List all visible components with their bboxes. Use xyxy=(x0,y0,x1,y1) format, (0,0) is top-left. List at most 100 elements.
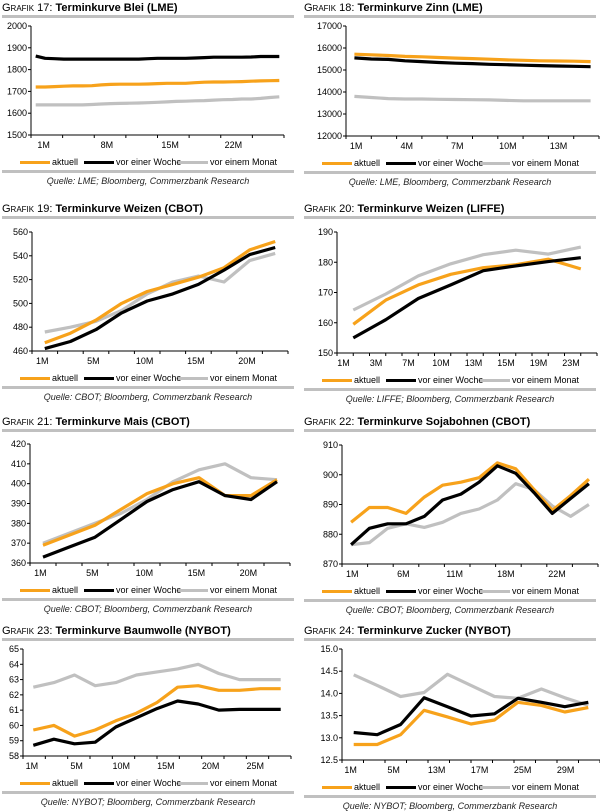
y-tick-label: 15000 xyxy=(317,65,342,75)
legend-item-woche: vor einer Woche xyxy=(84,157,181,167)
title-divider xyxy=(304,216,596,219)
legend-swatch xyxy=(178,781,208,785)
chart-number: Grafik 17: xyxy=(2,2,56,14)
y-tick-label: 190 xyxy=(318,227,333,237)
x-tick-label: 10M xyxy=(136,356,154,366)
x-tick-label: 20M xyxy=(202,761,220,771)
legend-swatch xyxy=(322,589,352,593)
title-divider xyxy=(2,216,294,219)
legend-swatch xyxy=(178,376,208,380)
y-tick-label: 370 xyxy=(11,538,26,548)
x-tick-label: 13M xyxy=(465,358,483,368)
legend-swatch xyxy=(178,588,208,592)
y-tick-label: 63 xyxy=(9,675,19,685)
chart-title-text: Terminkurve Weizen (CBOT) xyxy=(55,203,204,215)
legend-swatch xyxy=(20,588,50,592)
chart-source: Quelle: NYBOT; Bloomberg, Commerzbank Re… xyxy=(40,797,256,807)
chart-title-text: Terminkurve Zucker (NYBOT) xyxy=(357,625,511,637)
series-line-monat xyxy=(350,482,590,547)
chart-number: Grafik 22: xyxy=(304,416,358,428)
line-chart: 58 59 60 61 62 63 64 65 1M 5M 10M 15M 20M 25M xyxy=(9,644,292,771)
series-line-aktuell xyxy=(35,78,280,89)
title-divider xyxy=(2,638,294,641)
y-tick-label: 16000 xyxy=(317,43,342,53)
legend-label: aktuell xyxy=(354,375,381,385)
series-line-aktuell xyxy=(352,257,582,326)
y-tick-label: 13000 xyxy=(317,109,342,119)
x-tick-label: 13M xyxy=(550,141,568,151)
legend-item-aktuell: aktuell xyxy=(322,375,380,385)
y-tick-label: 160 xyxy=(318,318,333,328)
x-tick-label: 7M xyxy=(402,358,415,368)
chart-legend: aktuell vor einer Woche vor einem Monat xyxy=(2,373,294,385)
legend-divider xyxy=(2,386,294,389)
legend-item-aktuell: aktuell xyxy=(322,158,380,168)
legend-item-monat: vor einem Monat xyxy=(480,586,579,596)
legend-item-aktuell: aktuell xyxy=(20,585,78,595)
x-tick-label: 10M xyxy=(136,568,154,578)
legend-item-woche: vor einer Woche xyxy=(84,373,181,383)
legend-swatch xyxy=(386,378,416,382)
y-tick-label: 870 xyxy=(323,559,338,569)
chart-number: Grafik 23: xyxy=(2,625,56,637)
chart-number: Grafik 18: xyxy=(304,2,358,14)
y-tick-label: 64 xyxy=(9,659,19,669)
series-line-monat xyxy=(354,94,591,103)
chart-title: Grafik 22: Terminkurve Sojabohnen (CBOT) xyxy=(304,416,530,428)
y-tick-label: 1600 xyxy=(7,108,27,118)
legend-item-monat: vor einem Monat xyxy=(178,157,277,167)
chart-number: Grafik 20: xyxy=(304,203,358,215)
title-divider xyxy=(304,638,596,641)
chart-source: Quelle: LIFFE; Bloomberg, Commerzbank Re… xyxy=(345,394,555,404)
legend-label: aktuell xyxy=(354,782,381,792)
legend-divider xyxy=(304,795,596,798)
chart-title: Grafik 19: Terminkurve Weizen (CBOT) xyxy=(2,203,203,215)
legend-item-monat: vor einem Monat xyxy=(480,782,579,792)
line-chart: 360 370 380 390 400 410 420 1M 5M 10M 15M 20M xyxy=(11,439,291,578)
title-divider xyxy=(2,429,294,432)
chart-legend: aktuell vor einer Woche vor einem Monat xyxy=(2,157,294,169)
y-tick-label: 520 xyxy=(13,275,28,285)
x-tick-label: 11M xyxy=(446,569,463,579)
legend-label: vor einer Woche xyxy=(116,778,182,788)
legend-label: aktuell xyxy=(354,586,381,596)
chart-title: Grafik 21: Terminkurve Mais (CBOT) xyxy=(2,416,190,428)
x-tick-label: 10M xyxy=(499,141,517,151)
legend-swatch xyxy=(20,781,50,785)
y-tick-label: 880 xyxy=(323,529,338,539)
legend-item-monat: vor einem Monat xyxy=(178,778,277,788)
legend-item-aktuell: aktuell xyxy=(322,586,380,596)
legend-item-monat: vor einem Monat xyxy=(480,158,579,168)
legend-swatch xyxy=(178,160,208,164)
y-tick-label: 12.5 xyxy=(320,755,338,765)
y-tick-label: 150 xyxy=(318,348,333,358)
legend-item-woche: vor einer Woche xyxy=(84,585,181,595)
y-tick-label: 460 xyxy=(13,346,28,356)
legend-label: aktuell xyxy=(354,158,381,168)
y-tick-label: 12000 xyxy=(317,131,342,141)
x-tick-label: 1M xyxy=(337,358,350,368)
x-tick-label: 25M xyxy=(247,761,265,771)
chart-legend: aktuell vor einer Woche vor einem Monat xyxy=(304,782,596,794)
chart-legend: aktuell vor einer Woche vor einem Monat xyxy=(304,375,596,387)
x-tick-label: 4M xyxy=(400,141,413,151)
legend-swatch xyxy=(322,378,352,382)
series-line-monat xyxy=(32,662,281,689)
chart-number: Grafik 19: xyxy=(2,203,56,215)
y-tick-label: 15.0 xyxy=(320,644,338,654)
legend-label: vor einer Woche xyxy=(418,375,484,385)
chart-legend: aktuell vor einer Woche vor einem Monat xyxy=(2,778,294,790)
y-tick-label: 17000 xyxy=(317,21,342,31)
x-tick-label: 13M xyxy=(428,765,446,775)
legend-label: vor einer Woche xyxy=(418,782,484,792)
y-tick-label: 1700 xyxy=(7,86,27,96)
series-line-woche xyxy=(350,464,590,546)
chart-title-text: Terminkurve Weizen (LIFFE) xyxy=(357,203,505,215)
legend-divider xyxy=(2,598,294,601)
chart-title: Grafik 23: Terminkurve Baumwolle (NYBOT) xyxy=(2,625,231,637)
series-line-aktuell xyxy=(32,684,281,738)
x-tick-label: 3M xyxy=(370,358,383,368)
series-line-woche xyxy=(32,699,281,747)
x-tick-label: 23M xyxy=(562,358,580,368)
legend-label: aktuell xyxy=(52,157,79,167)
